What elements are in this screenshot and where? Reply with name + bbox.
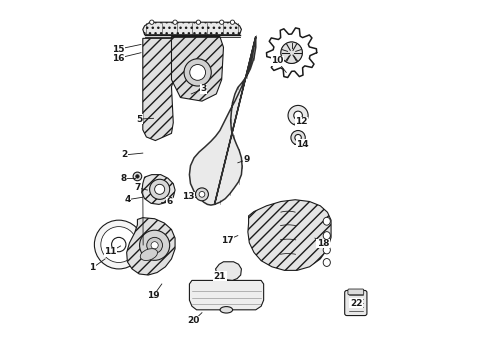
- Text: 16: 16: [113, 54, 125, 63]
- Circle shape: [295, 134, 301, 141]
- Circle shape: [147, 237, 163, 253]
- Polygon shape: [190, 280, 264, 310]
- Text: 6: 6: [167, 197, 173, 206]
- Circle shape: [190, 64, 205, 80]
- Polygon shape: [216, 262, 242, 280]
- Circle shape: [184, 59, 211, 86]
- Text: 13: 13: [182, 192, 195, 201]
- Text: 20: 20: [188, 316, 200, 325]
- Circle shape: [196, 188, 208, 201]
- Text: 12: 12: [295, 117, 308, 126]
- Ellipse shape: [323, 258, 330, 266]
- Text: 2: 2: [122, 150, 128, 159]
- Text: 8: 8: [121, 174, 127, 183]
- Circle shape: [291, 131, 305, 145]
- Text: 7: 7: [134, 183, 141, 192]
- Circle shape: [133, 172, 142, 181]
- Text: 1: 1: [90, 264, 96, 273]
- Ellipse shape: [323, 231, 330, 239]
- Polygon shape: [126, 218, 175, 275]
- Circle shape: [151, 242, 158, 249]
- Circle shape: [95, 220, 143, 269]
- Text: 9: 9: [244, 155, 250, 164]
- Circle shape: [136, 175, 139, 178]
- Text: 19: 19: [147, 291, 160, 300]
- Circle shape: [149, 179, 170, 199]
- Circle shape: [230, 20, 235, 24]
- Ellipse shape: [220, 307, 233, 313]
- Ellipse shape: [323, 217, 330, 225]
- Polygon shape: [248, 200, 331, 270]
- Circle shape: [101, 226, 137, 262]
- FancyBboxPatch shape: [348, 289, 364, 295]
- Circle shape: [288, 105, 308, 126]
- FancyBboxPatch shape: [344, 291, 367, 316]
- Text: 18: 18: [317, 239, 329, 248]
- Polygon shape: [143, 22, 242, 35]
- Text: 5: 5: [136, 114, 142, 123]
- Circle shape: [112, 237, 126, 252]
- Circle shape: [140, 230, 170, 260]
- Polygon shape: [190, 37, 256, 205]
- Circle shape: [294, 111, 302, 120]
- Text: 22: 22: [350, 298, 363, 307]
- Text: 10: 10: [271, 57, 283, 66]
- Polygon shape: [143, 39, 190, 140]
- Circle shape: [220, 20, 224, 24]
- Text: 17: 17: [221, 236, 233, 245]
- Text: 15: 15: [113, 45, 125, 54]
- Polygon shape: [142, 175, 175, 204]
- Text: 14: 14: [296, 140, 309, 149]
- Ellipse shape: [323, 246, 330, 254]
- Polygon shape: [172, 37, 223, 101]
- Circle shape: [173, 20, 177, 24]
- Circle shape: [155, 184, 165, 194]
- Circle shape: [199, 192, 205, 197]
- Ellipse shape: [140, 249, 157, 261]
- Circle shape: [281, 42, 302, 63]
- Text: 4: 4: [124, 195, 130, 204]
- Circle shape: [149, 20, 154, 24]
- Text: 3: 3: [200, 84, 207, 93]
- Circle shape: [281, 42, 302, 63]
- Circle shape: [196, 20, 200, 24]
- Text: 21: 21: [214, 271, 226, 280]
- Text: 11: 11: [104, 247, 117, 256]
